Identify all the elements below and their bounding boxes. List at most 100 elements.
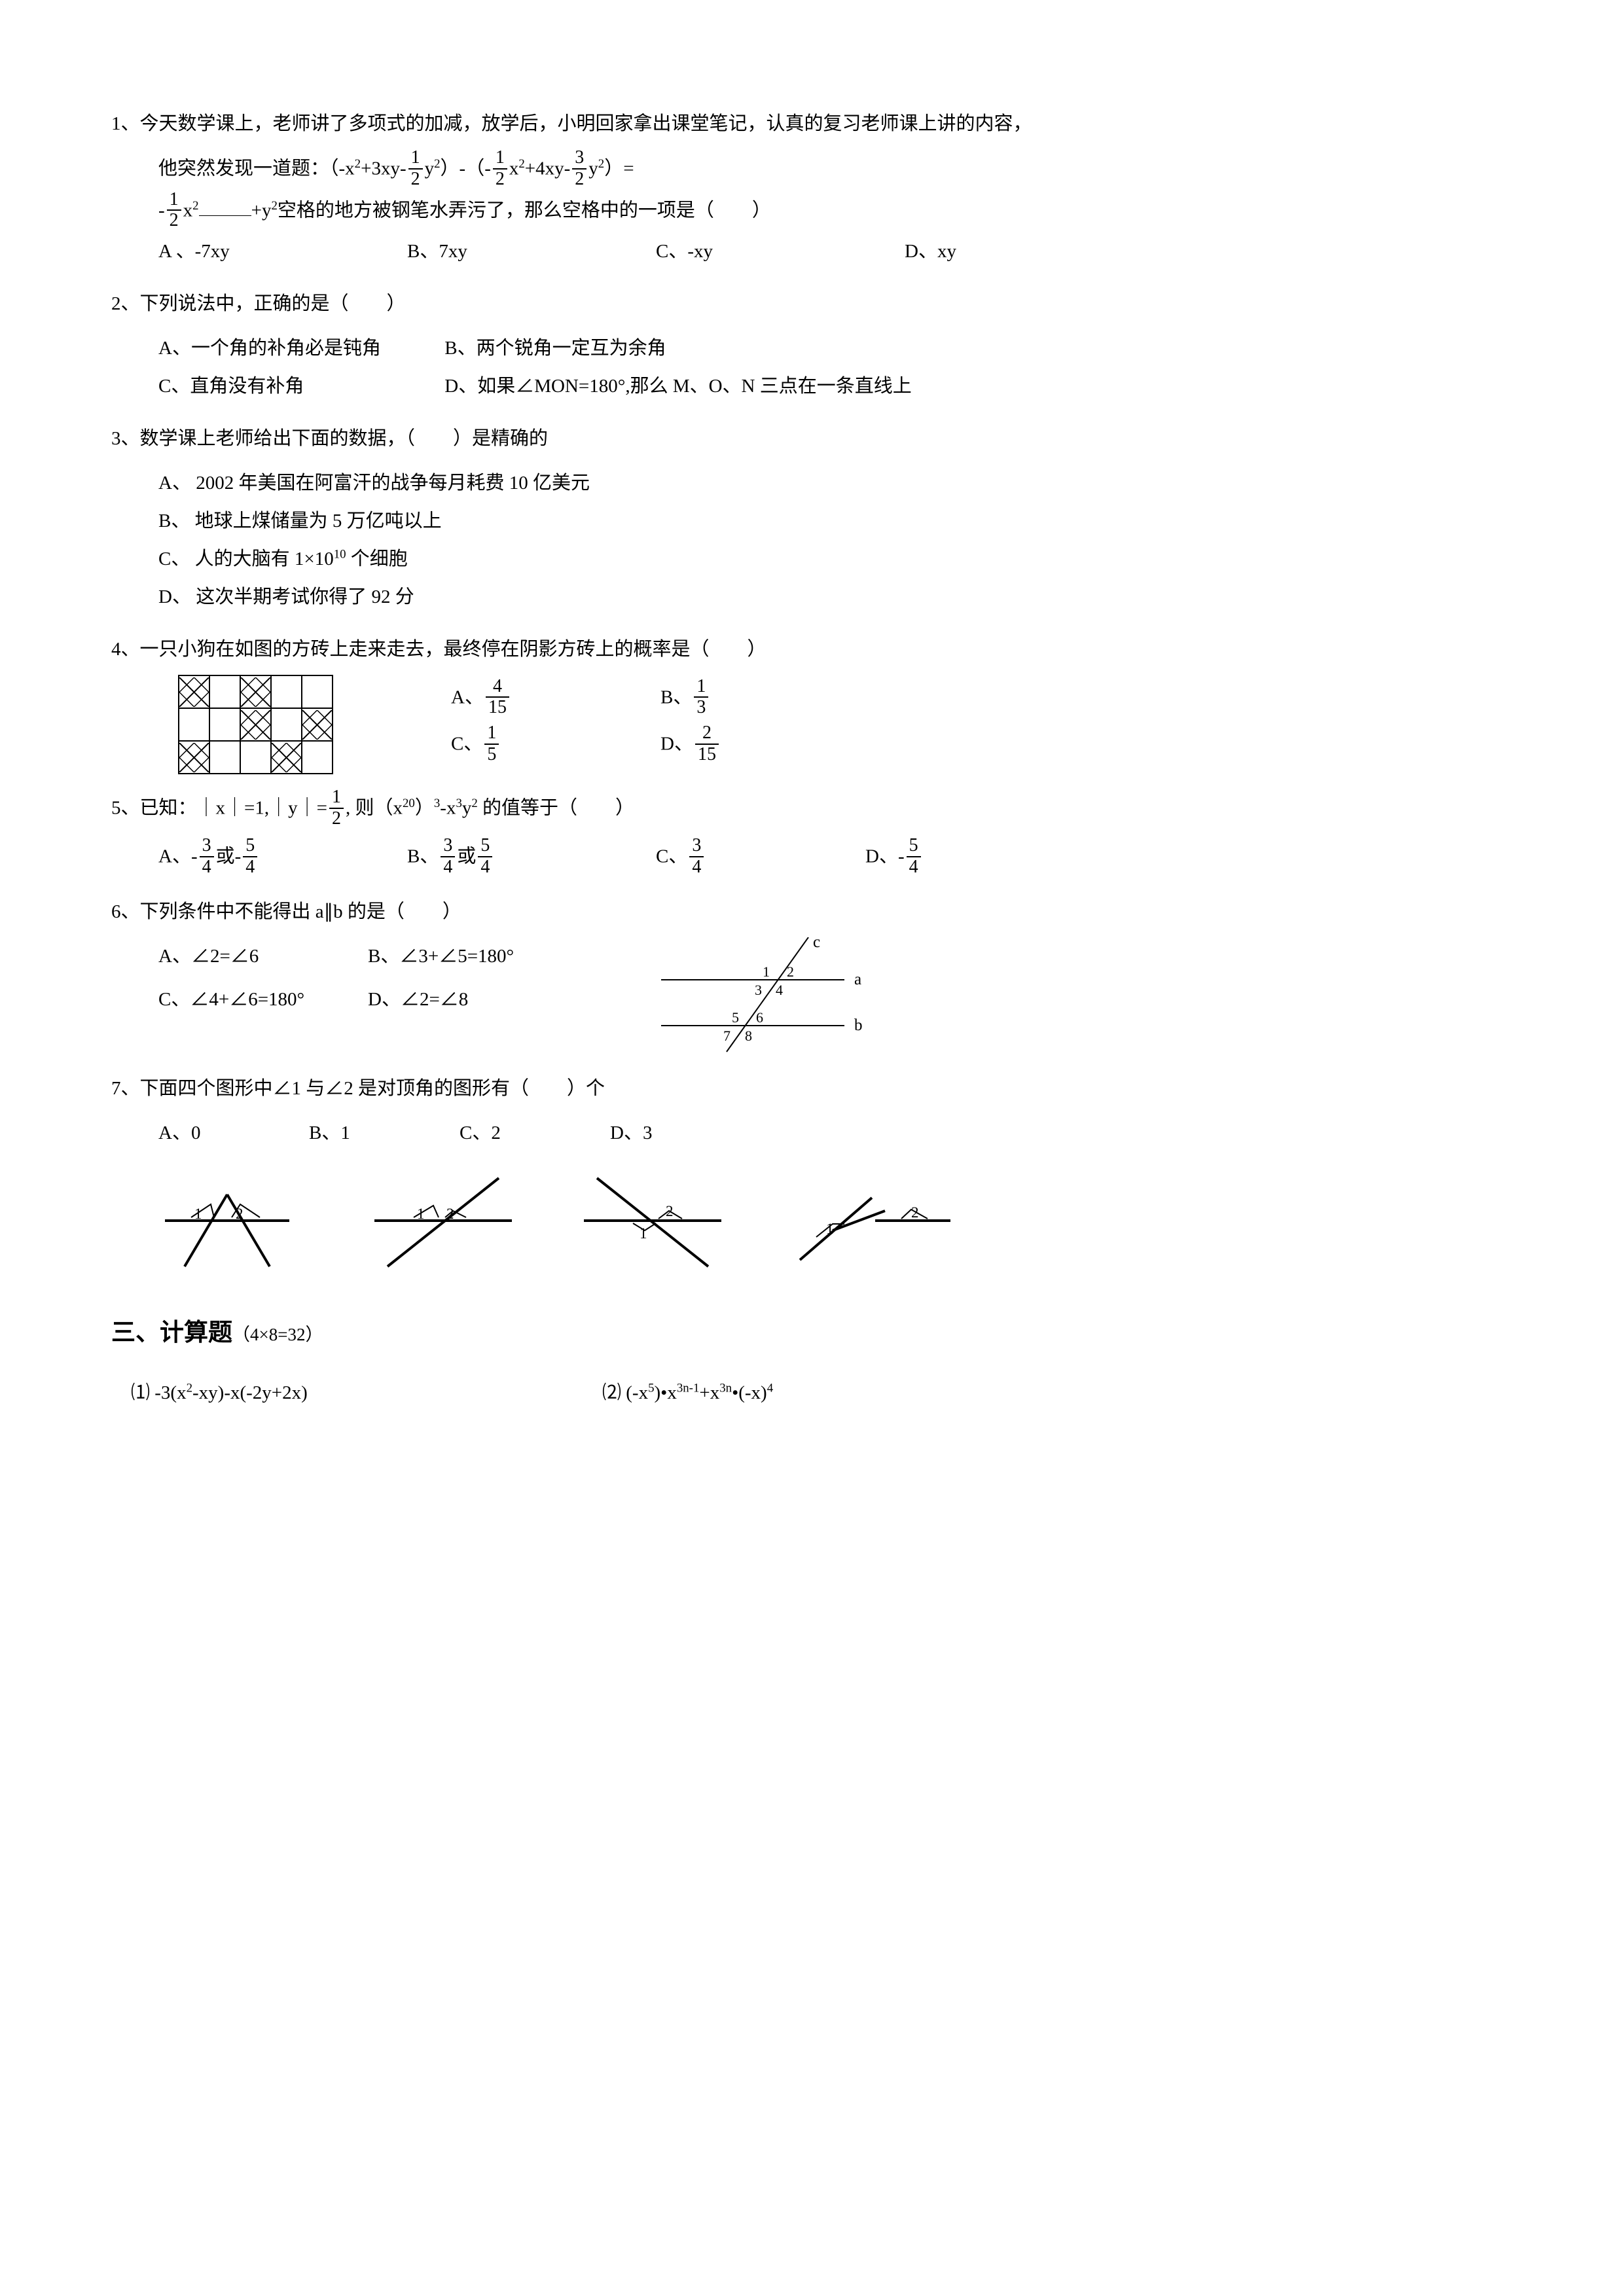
num: 1	[408, 148, 423, 170]
text: (-x	[626, 1382, 648, 1403]
den: 4	[200, 857, 214, 878]
frac-half: 12	[408, 148, 423, 190]
question-1: 1、今天数学课上，老师讲了多项式的加减，放学后，小明回家拿出课堂笔记，认真的复习…	[111, 105, 1500, 270]
question-7: 7、下面四个图形中∠1 与∠2 是对顶角的图形有（ ）个 A、0 B、1 C、2…	[111, 1069, 1500, 1270]
q5-num: 5、	[111, 798, 140, 819]
text: 他突然发现一道题：（-x	[158, 158, 355, 179]
q4-opt-a: A、415	[451, 678, 660, 720]
q4-opt-c: C、15	[451, 725, 660, 766]
text: D、-	[865, 846, 905, 867]
q2-opt-c: C、直角没有补角	[158, 367, 440, 405]
q6-num: 6、	[111, 901, 140, 922]
den: 4	[441, 857, 455, 878]
q2-opt-a: A、一个角的补角必是钝角	[158, 329, 440, 367]
text: x	[509, 158, 519, 179]
num: 5	[907, 836, 921, 857]
den: 4	[907, 857, 921, 878]
sup: 2	[187, 1382, 192, 1395]
q6-diagram: c a b 1 2 3 4 5 6 7 8	[648, 937, 897, 1055]
q1-opt-d: D、xy	[905, 232, 1153, 270]
text: -	[158, 200, 165, 221]
den: 15	[695, 745, 719, 765]
q7-num: 7、	[111, 1078, 140, 1099]
text: 或	[457, 846, 476, 867]
text: )•x	[655, 1382, 677, 1403]
q6-opt-b: B、∠3+∠5=180°	[368, 937, 514, 975]
q2-text: 2、下列说法中，正确的是（ ）	[111, 285, 1500, 323]
svg-text:7: 7	[723, 1028, 731, 1044]
text: ）-（-	[441, 158, 491, 179]
q7-fig-3: 1 2	[577, 1158, 748, 1270]
den: 2	[493, 170, 507, 190]
label: B、	[660, 687, 692, 708]
question-5: 5、已知：｜x｜=1,｜y｜=12, 则（x20）3-x3y2 的值等于（ ） …	[111, 789, 1500, 878]
text: C、 人的大脑有 1×10	[158, 548, 334, 569]
frac-three-half: 32	[572, 148, 586, 190]
den: 5	[484, 745, 499, 765]
question-3: 3、数学课上老师给出下面的数据，（ ）是精确的 A、 2002 年美国在阿富汗的…	[111, 420, 1500, 616]
text: -xy)-x(-2y+2x)	[192, 1382, 308, 1403]
question-4: 4、一只小狗在如图的方砖上走来走去，最终停在阴影方砖上的概率是（ ） A、415…	[111, 630, 1500, 774]
section-sub: （4×8=32）	[232, 1325, 323, 1344]
question-6: 6、下列条件中不能得出 a∥b 的是（ ） A、∠2=∠6 B、∠3+∠5=18…	[111, 893, 1500, 1055]
q5-opt-b: B、34或54	[407, 837, 656, 879]
section-title: 三、计算题	[111, 1319, 232, 1346]
q1-num: 1、	[111, 113, 140, 134]
svg-text:c: c	[813, 937, 820, 951]
svg-text:8: 8	[745, 1028, 752, 1044]
sup: 3n	[719, 1382, 732, 1395]
q6-options-row2: C、∠4+∠6=180° D、∠2=∠8	[111, 980, 648, 1018]
question-2: 2、下列说法中，正确的是（ ） A、一个角的补角必是钝角 B、两个锐角一定互为余…	[111, 285, 1500, 405]
text: A、-	[158, 846, 198, 867]
sup: 3	[456, 797, 461, 810]
q3-num: 3、	[111, 428, 140, 449]
q5-opt-a: A、-34或-54	[158, 837, 407, 879]
q7-text: 7、下面四个图形中∠1 与∠2 是对顶角的图形有（ ）个	[111, 1069, 1500, 1107]
q6-text: 6、下列条件中不能得出 a∥b 的是（ ）	[111, 893, 1500, 931]
q4-num: 4、	[111, 639, 140, 660]
text: , 则（x	[346, 798, 403, 819]
q7-options: A、0 B、1 C、2 D、3	[111, 1114, 1500, 1152]
num: 1	[493, 148, 507, 170]
frac-half: 12	[167, 190, 181, 232]
text: y	[425, 158, 435, 179]
q7-body: 下面四个图形中∠1 与∠2 是对顶角的图形有（ ）个	[140, 1078, 605, 1099]
q7-fig-4: 1 2	[787, 1158, 957, 1270]
den: 2	[329, 809, 344, 829]
q4-grid	[178, 675, 333, 774]
svg-text:1: 1	[763, 963, 770, 980]
q6-body: 下列条件中不能得出 a∥b 的是（ ）	[140, 901, 461, 922]
q2-opt-d: D、如果∠MON=180°,那么 M、O、N 三点在一条直线上	[444, 376, 912, 397]
text: +y	[251, 200, 272, 221]
q5-text: 5、已知：｜x｜=1,｜y｜=12, 则（x20）3-x3y2 的值等于（ ）	[111, 789, 1500, 831]
sup: 4	[767, 1382, 773, 1395]
text: •(-x)	[732, 1382, 767, 1403]
text: -3(x	[154, 1382, 186, 1403]
q4-opt-d: D、215	[660, 725, 870, 766]
svg-text:5: 5	[732, 1009, 739, 1026]
q2-row1: A、一个角的补角必是钝角 B、两个锐角一定互为余角	[111, 329, 1500, 367]
q3-opt-a: A、 2002 年美国在阿富汗的战争每月耗费 10 亿美元	[111, 464, 1500, 502]
svg-text:2: 2	[236, 1206, 244, 1222]
q5-opt-c: C、34	[656, 837, 865, 879]
label: D、	[660, 734, 693, 755]
q2-row2: C、直角没有补角 D、如果∠MON=180°,那么 M、O、N 三点在一条直线上	[111, 367, 1500, 405]
num: 3	[441, 836, 455, 857]
q1-expr2: -12x2+y2空格的地方被钢笔水弄污了，那么空格中的一项是（ ）	[111, 191, 1500, 233]
calc-item-1: ⑴ -3(x2-xy)-x(-2y+2x)	[131, 1374, 602, 1412]
label: C、	[451, 734, 482, 755]
text: 已知：｜x｜=1,｜y｜=	[140, 798, 327, 819]
sup: 20	[403, 797, 415, 810]
q7-opt-a: A、0	[158, 1114, 309, 1152]
q3-text: 3、数学课上老师给出下面的数据，（ ）是精确的	[111, 420, 1500, 457]
text: ）=	[604, 158, 634, 179]
calc-item-2: ⑵ (-x5)•x3n-1+x3n•(-x)4	[602, 1374, 1074, 1412]
label: A、	[451, 687, 484, 708]
text: +x	[699, 1382, 719, 1403]
q3-body: 数学课上老师给出下面的数据，（ ）是精确的	[140, 428, 549, 449]
svg-text:b: b	[854, 1016, 863, 1034]
q3-opt-c: C、 人的大脑有 1×1010 个细胞	[111, 540, 1500, 578]
text: 或-	[216, 846, 242, 867]
q4-opt-b: B、13	[660, 678, 870, 720]
den: 4	[243, 857, 257, 878]
